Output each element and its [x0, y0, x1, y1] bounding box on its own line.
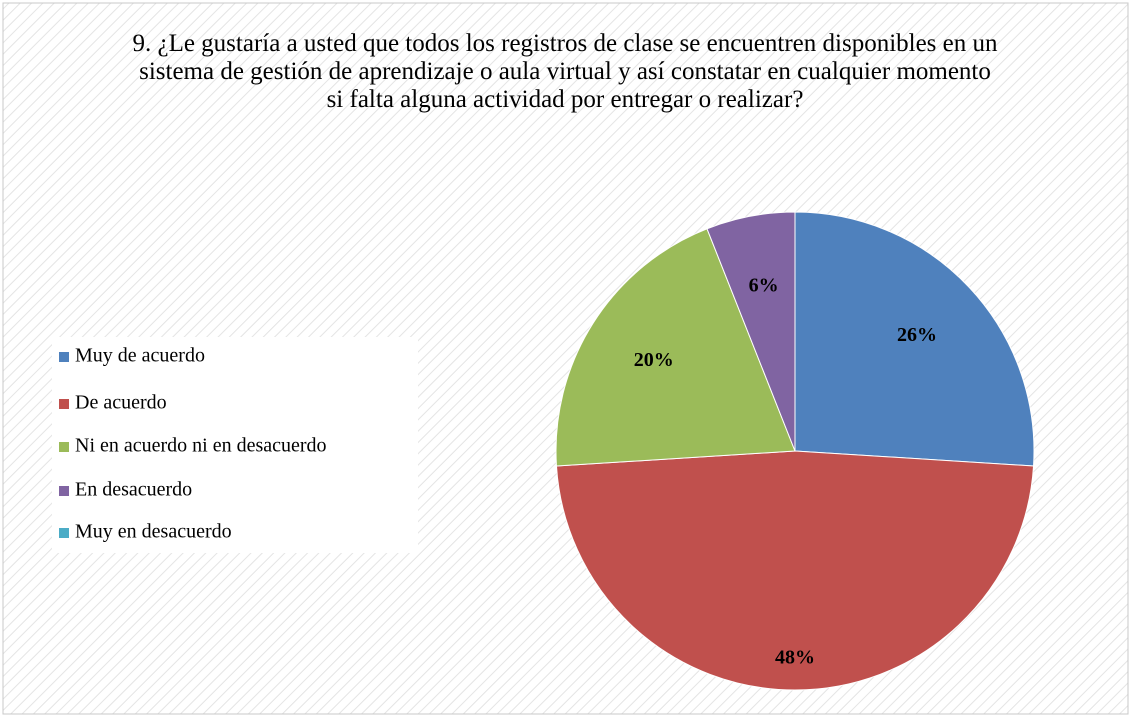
legend-swatch	[59, 442, 69, 452]
legend-label: En desacuerdo	[75, 479, 192, 501]
legend-swatch	[59, 528, 69, 538]
pie-slice	[794, 211, 1035, 467]
pie-slice	[555, 228, 796, 467]
data-label: 20%	[634, 349, 674, 371]
data-label: 6%	[749, 274, 779, 296]
pie-slice	[706, 211, 796, 452]
legend-swatch	[59, 486, 69, 496]
pie-slice	[555, 450, 1035, 691]
legend-label: Muy de acuerdo	[75, 345, 205, 367]
data-label: 48%	[775, 647, 815, 669]
legend-swatch	[59, 352, 69, 362]
chart-title: 9. ¿Le gustaría a usted que todos los re…	[132, 30, 998, 113]
legend-label: Ni en acuerdo ni en desacuerdo	[75, 435, 327, 457]
data-label: 26%	[897, 324, 937, 346]
legend-label: Muy en desacuerdo	[75, 521, 232, 543]
legend-box	[52, 337, 418, 553]
legend-swatch	[59, 399, 69, 409]
legend-label: De acuerdo	[75, 392, 167, 414]
